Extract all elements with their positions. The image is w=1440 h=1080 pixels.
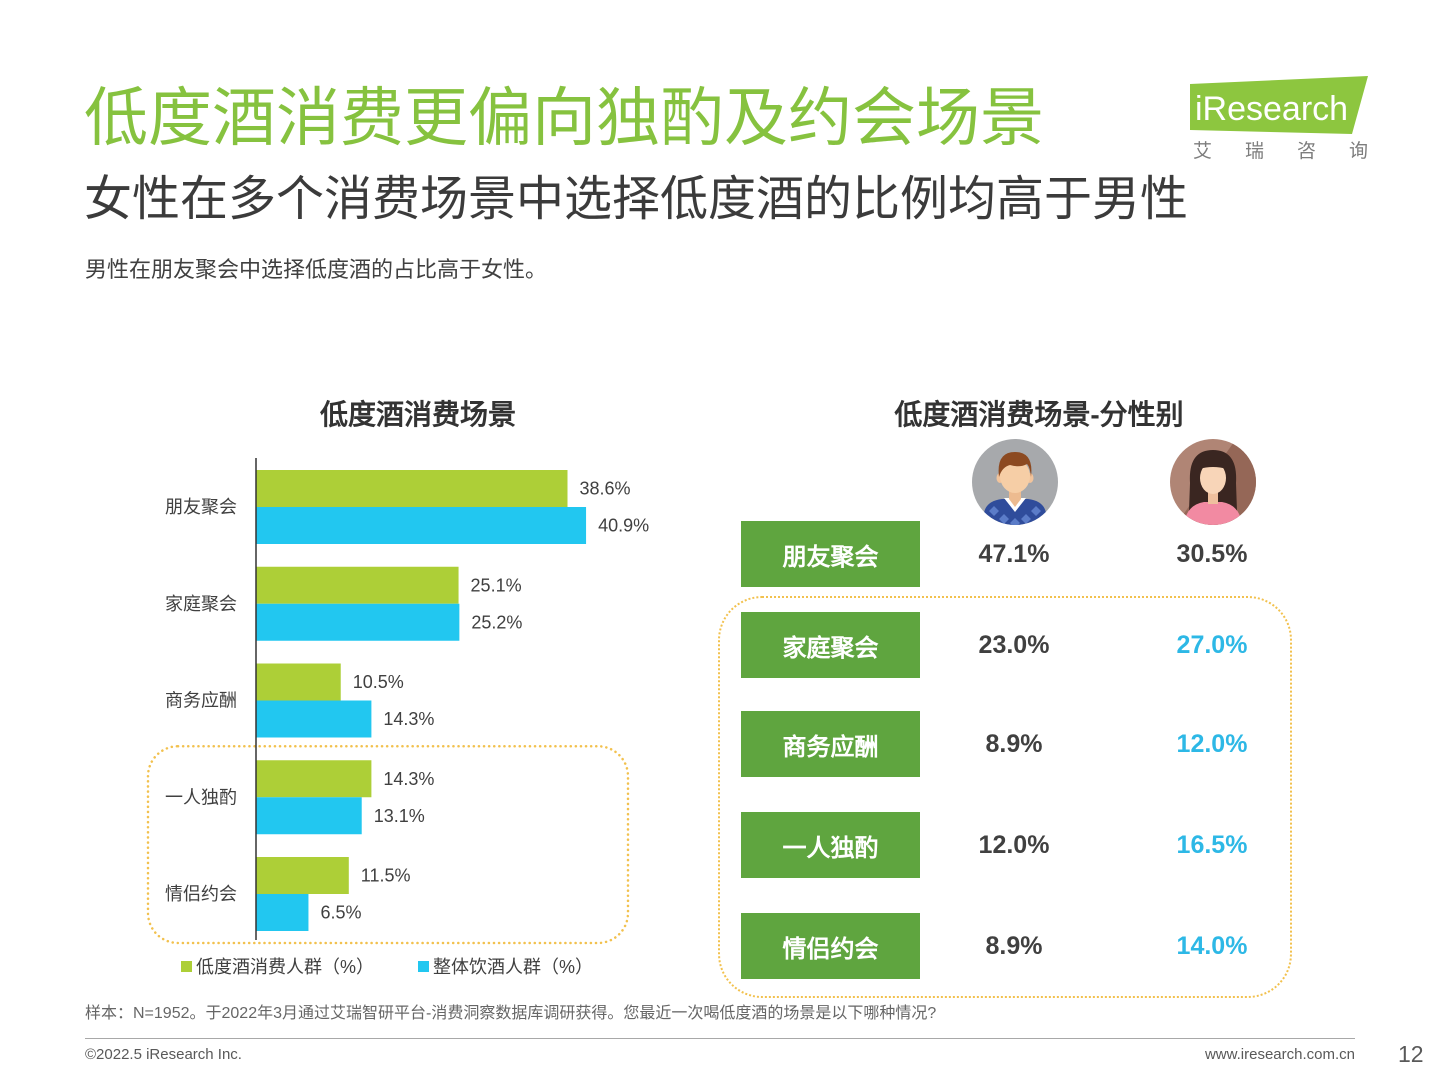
highlight-box bbox=[718, 596, 1292, 998]
logo-wordmark: iResearch bbox=[1195, 90, 1348, 128]
value-label: 6.5% bbox=[320, 903, 361, 923]
highlight-box bbox=[146, 745, 630, 945]
category-label: 朋友聚会 bbox=[165, 497, 237, 517]
female-value: 14.0% bbox=[1176, 931, 1248, 960]
male-value: 23.0% bbox=[978, 630, 1050, 659]
value-label: 13.1% bbox=[374, 806, 425, 826]
male-avatar-icon bbox=[972, 439, 1058, 525]
value-label: 14.3% bbox=[383, 769, 434, 789]
category-label: 家庭聚会 bbox=[165, 594, 237, 614]
footer-divider bbox=[85, 1038, 1355, 1039]
website-text: www.iresearch.com.cn bbox=[1204, 1046, 1355, 1063]
category-box: 家庭聚会 bbox=[741, 612, 920, 678]
bar-all-drinkers bbox=[256, 700, 372, 738]
legend-label: 整体饮酒人群（%） bbox=[433, 957, 594, 977]
female-value: 16.5% bbox=[1176, 830, 1248, 859]
table-row: 情侣约会 8.9% 14.0% bbox=[741, 913, 1301, 979]
table-row: 商务应酬 8.9% 12.0% bbox=[741, 711, 1301, 777]
bar-low-abv-consumers bbox=[256, 857, 349, 894]
legend-swatch bbox=[181, 960, 192, 972]
male-value: 12.0% bbox=[978, 830, 1050, 859]
bar-low-abv-consumers bbox=[256, 760, 372, 798]
value-label: 14.3% bbox=[383, 709, 434, 729]
female-value: 30.5% bbox=[1176, 539, 1248, 568]
legend-swatch bbox=[418, 960, 429, 972]
legend-label: 低度酒消费人群（%） bbox=[196, 957, 375, 977]
bar-low-abv-consumers bbox=[256, 566, 459, 604]
male-value: 47.1% bbox=[978, 539, 1050, 568]
value-label: 10.5% bbox=[353, 672, 404, 692]
value-label: 11.5% bbox=[361, 866, 411, 886]
bar-all-drinkers bbox=[256, 894, 309, 931]
value-label: 25.2% bbox=[471, 612, 522, 632]
bar-all-drinkers bbox=[256, 507, 587, 544]
copyright-text: ©2022.5 iResearch Inc. bbox=[85, 1046, 242, 1063]
page-subtitle: 女性在多个消费场景中选择低度酒的比例均高于男性 bbox=[84, 173, 1189, 226]
page-number: 12 bbox=[1398, 1041, 1424, 1067]
female-value: 27.0% bbox=[1176, 630, 1248, 659]
table-row: 一人独酌 12.0% 16.5% bbox=[741, 812, 1301, 878]
male-value: 8.9% bbox=[985, 931, 1043, 960]
value-label: 40.9% bbox=[598, 516, 649, 536]
value-label: 25.1% bbox=[471, 575, 522, 595]
table-row: 朋友聚会 47.1% 30.5% bbox=[741, 521, 1301, 587]
iresearch-logo: iResearch bbox=[1190, 76, 1368, 134]
logo-tagline: 艾瑞咨询 bbox=[1193, 141, 1402, 162]
bar-chart-title: 低度酒消费场景 bbox=[319, 399, 516, 430]
category-label: 商务应酬 bbox=[165, 691, 237, 711]
value-label: 38.6% bbox=[580, 479, 631, 499]
bar-all-drinkers bbox=[256, 797, 362, 835]
female-value: 12.0% bbox=[1176, 729, 1248, 758]
male-value: 8.9% bbox=[985, 729, 1043, 758]
sample-footnote: 样本：N=1952。于2022年3月通过艾瑞智研平台-消费洞察数据库调研获得。您… bbox=[85, 1005, 937, 1022]
category-label: 一人独酌 bbox=[165, 787, 237, 807]
category-label: 情侣约会 bbox=[165, 884, 237, 904]
bar-low-abv-consumers bbox=[256, 470, 568, 507]
category-box: 情侣约会 bbox=[741, 913, 920, 979]
female-avatar-icon bbox=[1170, 439, 1256, 525]
table-row: 家庭聚会 23.0% 27.0% bbox=[741, 612, 1301, 678]
bar-chart: 朋友聚会 38.6% 40.9% 家庭聚会 25.1% 25.2% 商务应酬 10.5% 14.… bbox=[146, 458, 649, 945]
category-box: 商务应酬 bbox=[741, 711, 920, 777]
category-box: 一人独酌 bbox=[741, 812, 920, 878]
legend-item-low-abv-consumers: 低度酒消费人群（%） bbox=[181, 954, 374, 978]
summary-text: 男性在朋友聚会中选择低度酒的占比高于女性。 bbox=[85, 257, 548, 282]
category-box: 朋友聚会 bbox=[741, 521, 920, 587]
bar-all-drinkers bbox=[256, 603, 460, 641]
legend-item-all-drinkers: 整体饮酒人群（%） bbox=[418, 954, 593, 978]
gender-table-title: 低度酒消费场景-分性别 bbox=[894, 399, 1184, 430]
bar-low-abv-consumers bbox=[256, 663, 341, 701]
page-title: 低度酒消费更偏向独酌及约会场景 bbox=[84, 82, 1044, 154]
logo-banner-shape bbox=[1190, 76, 1368, 134]
